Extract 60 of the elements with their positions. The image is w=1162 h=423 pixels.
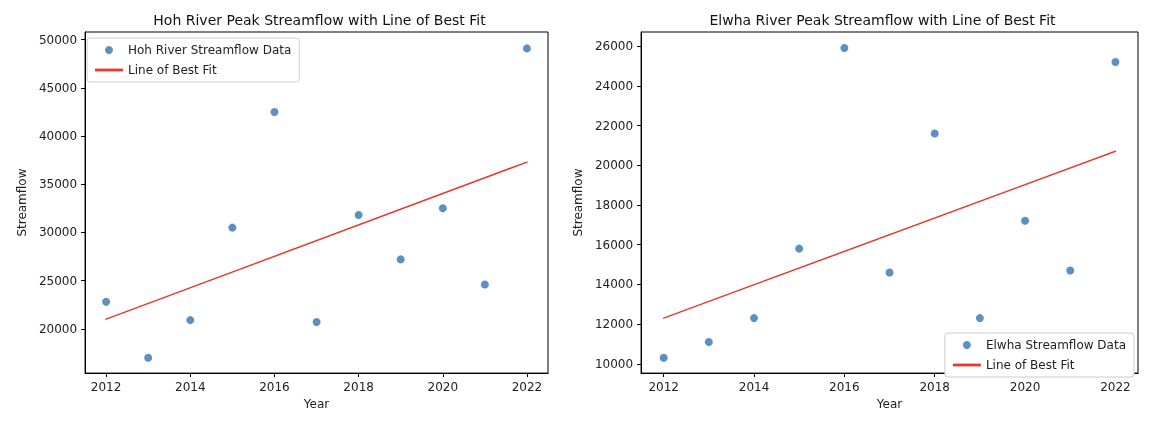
point [930, 129, 939, 138]
y-tick-label: 40000 [38, 129, 78, 144]
point [396, 255, 405, 264]
x-tick-label: 2012 [90, 380, 122, 395]
y-tick-label: 12000 [594, 317, 634, 332]
y-axis-title: Streamflow [571, 168, 585, 237]
y-tick-label: 24000 [594, 78, 634, 93]
y-tick-label: 14000 [594, 277, 634, 292]
point [186, 316, 195, 325]
point [1111, 57, 1120, 66]
point [144, 353, 153, 362]
y-tick-label: 10000 [594, 356, 634, 371]
y-tick-label: 20000 [38, 321, 78, 336]
legend-label: Line of Best Fit [985, 358, 1075, 372]
point [1021, 216, 1030, 225]
point [840, 44, 849, 53]
x-tick-label: 2022 [1100, 380, 1131, 395]
y-tick-label: 22000 [594, 118, 634, 133]
y-tick-label: 35000 [38, 177, 78, 192]
point [354, 211, 363, 220]
x-tick-label: 2014 [738, 380, 770, 395]
point [1066, 266, 1075, 275]
point [522, 44, 531, 53]
y-tick-label: 30000 [38, 225, 78, 240]
point [228, 223, 237, 232]
point [270, 107, 279, 116]
point [885, 268, 894, 277]
y-tick-label: 25000 [38, 273, 78, 288]
chart-title: Hoh River Peak Streamflow with Line of Best Fit [153, 12, 487, 28]
point [795, 244, 804, 253]
point [102, 297, 111, 306]
legend-label: Line of Best Fit [128, 63, 217, 77]
point [480, 280, 489, 289]
y-tick-label: 18000 [594, 197, 634, 212]
chart-title: Elwha River Peak Streamflow with Line of Best Fit [709, 12, 1057, 28]
y-tick-label: 26000 [594, 39, 634, 54]
point [659, 353, 668, 362]
x-axis-title: Year [302, 397, 330, 411]
x-tick-label: 2020 [1009, 380, 1041, 395]
legend-label: Hoh River Streamflow Data [128, 43, 292, 57]
x-tick-label: 2018 [919, 380, 950, 395]
y-tick-label: 45000 [38, 80, 78, 95]
y-tick-label: 50000 [38, 32, 78, 47]
x-tick-label: 2020 [427, 380, 459, 395]
point [704, 337, 713, 346]
y-axis-title: Streamflow [15, 168, 29, 237]
x-tick-label: 2012 [648, 380, 679, 395]
x-tick-label: 2016 [259, 380, 290, 395]
point [750, 314, 759, 323]
point [438, 204, 447, 213]
x-tick-label: 2022 [511, 380, 543, 395]
y-tick-label: 16000 [594, 237, 634, 252]
point [312, 318, 321, 327]
x-tick-label: 2016 [829, 380, 860, 395]
point [975, 314, 984, 323]
legend-label: Elwha Streamflow Data [985, 338, 1127, 352]
x-axis-title: Year [875, 397, 903, 411]
x-tick-label: 2014 [175, 380, 206, 395]
y-tick-label: 20000 [594, 158, 634, 173]
x-tick-label: 2018 [343, 380, 374, 395]
